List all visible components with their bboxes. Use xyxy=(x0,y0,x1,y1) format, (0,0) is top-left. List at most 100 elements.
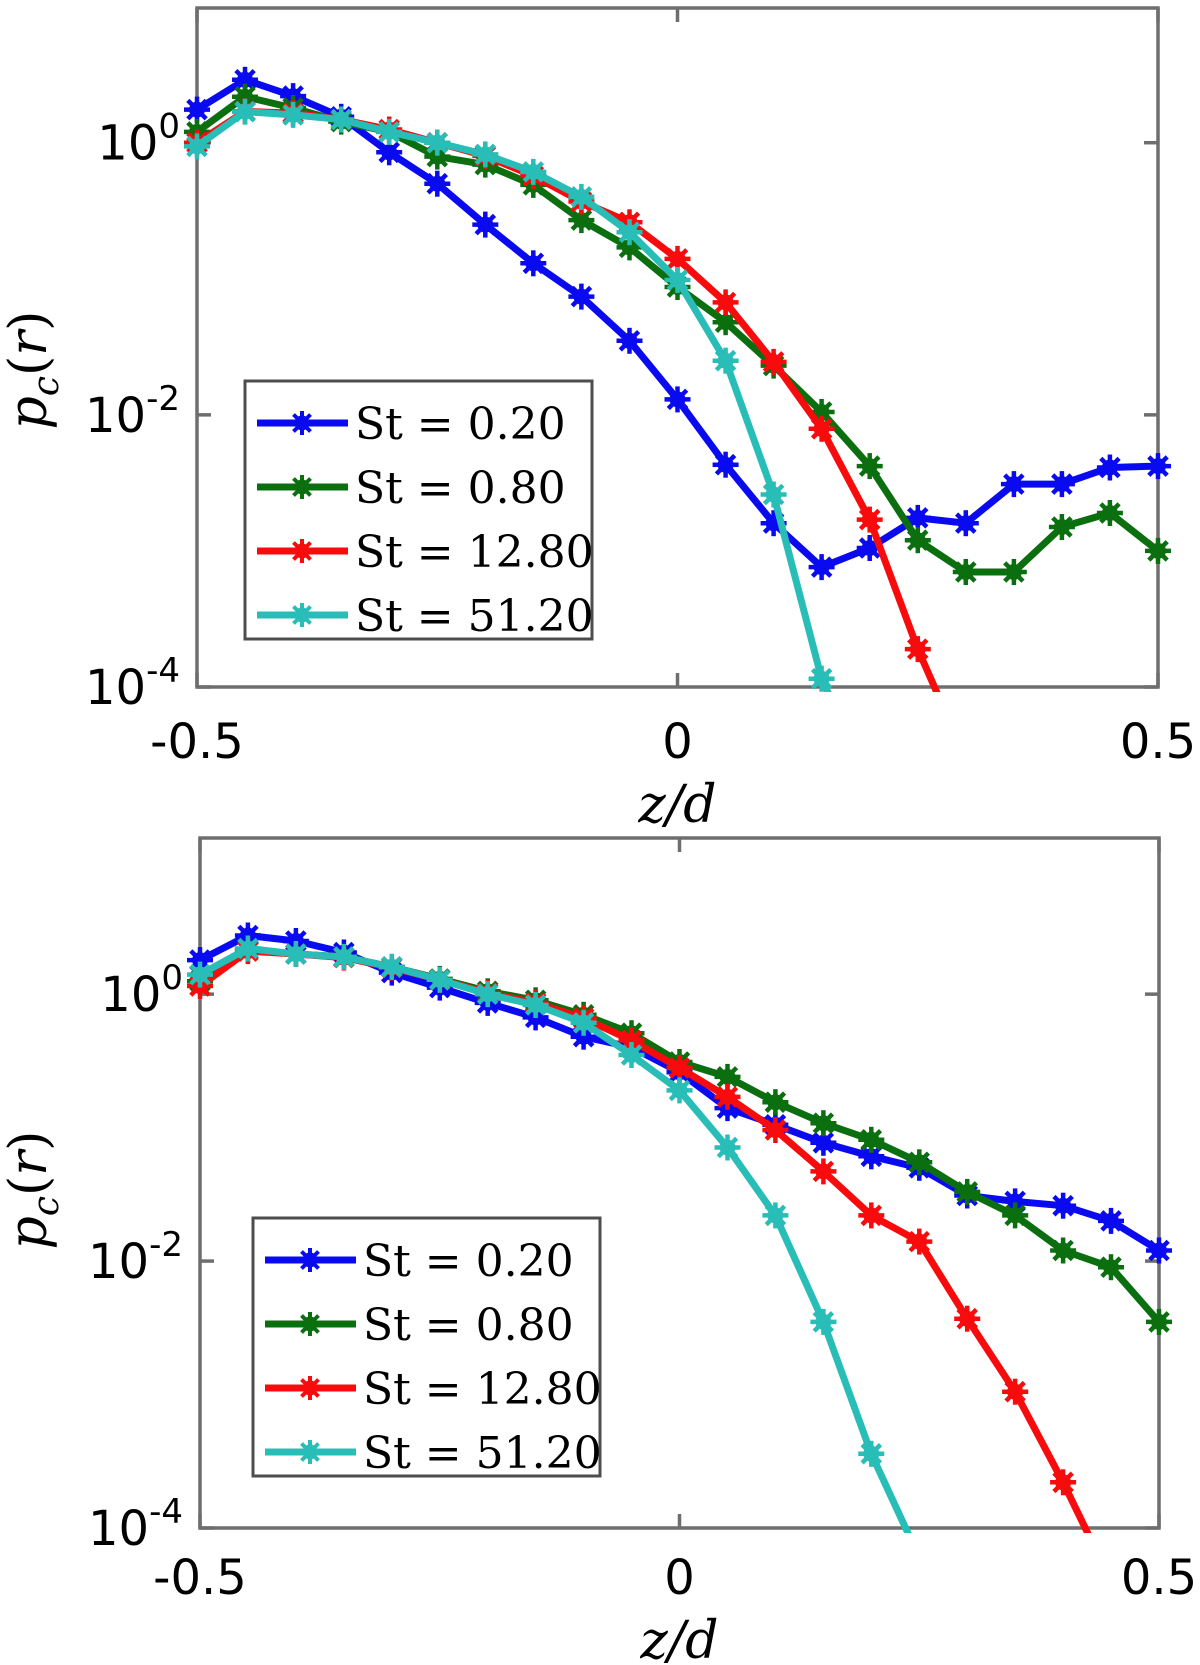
data-point xyxy=(810,1110,837,1137)
data-point xyxy=(714,1134,741,1161)
legend-item-label: St = 12.80 xyxy=(355,527,594,578)
data-point xyxy=(474,981,501,1008)
series-markers-St = 51.20 xyxy=(187,935,927,1566)
x-tick-label: 0.5 xyxy=(1120,714,1196,770)
data-point xyxy=(810,1308,837,1335)
data-point xyxy=(808,665,835,692)
marker-dot xyxy=(767,1207,784,1224)
series-markers-St = 0.20 xyxy=(184,66,1171,581)
y-axis-label-text: pc(r) xyxy=(0,311,67,430)
data-point xyxy=(378,953,405,980)
marker-dot xyxy=(1101,505,1118,521)
marker-dot xyxy=(573,212,590,229)
marker-dot xyxy=(477,216,494,233)
data-point xyxy=(666,1054,693,1081)
marker-dot xyxy=(815,1163,832,1180)
data-point xyxy=(762,1202,789,1229)
marker-dot xyxy=(429,148,446,165)
data-point xyxy=(810,1158,837,1185)
marker-dot xyxy=(335,948,352,965)
legend-marker xyxy=(298,1248,322,1272)
marker-dot xyxy=(861,540,878,556)
marker-spoke xyxy=(1102,1572,1120,1590)
series-line-St = 51.20 xyxy=(196,945,912,1533)
data-point xyxy=(762,1117,789,1143)
marker-dot xyxy=(192,966,208,983)
marker-dot xyxy=(813,670,830,687)
data-point xyxy=(906,1149,933,1176)
series-area xyxy=(184,66,1171,767)
series-area xyxy=(187,922,1172,1590)
data-point xyxy=(904,504,931,531)
marker-dot xyxy=(861,458,878,475)
marker-dot xyxy=(573,288,590,305)
data-point xyxy=(1098,1254,1124,1281)
x-tick-label: 0 xyxy=(664,1550,695,1606)
y-axis-label: pc(r) xyxy=(0,311,67,430)
data-point xyxy=(424,129,451,156)
data-point xyxy=(858,1202,885,1229)
x-tick-label: 0 xyxy=(662,714,693,770)
legend-marker xyxy=(298,1376,322,1400)
marker-dot xyxy=(669,272,686,288)
marker-dot xyxy=(189,138,205,155)
marker-dot xyxy=(429,175,446,192)
data-point xyxy=(904,636,931,663)
legend-item-label: St = 0.80 xyxy=(355,463,566,514)
data-point xyxy=(328,106,355,133)
marker-dot xyxy=(381,123,398,140)
y-tick-label: 100 xyxy=(97,107,180,172)
data-point xyxy=(1098,1207,1124,1234)
marker-spoke xyxy=(957,749,975,767)
data-point xyxy=(856,453,883,480)
marker-dot xyxy=(813,420,830,437)
marker-dot xyxy=(957,515,974,532)
data-point xyxy=(568,207,595,234)
data-point xyxy=(1145,537,1171,564)
marker-dot xyxy=(285,106,302,123)
data-point xyxy=(616,327,643,354)
marker-dot xyxy=(767,1094,784,1111)
marker-dot xyxy=(671,1082,688,1099)
legend: St = 0.20 St = 0.80 St = 12.80 St = 51.20 xyxy=(251,1216,602,1479)
data-point xyxy=(232,66,258,93)
data-point xyxy=(1096,454,1123,481)
marker-dot xyxy=(1101,459,1118,476)
data-point xyxy=(858,1440,885,1467)
marker-dot xyxy=(189,101,205,118)
marker-dot xyxy=(287,946,304,962)
data-point xyxy=(954,1178,981,1205)
marker-dot xyxy=(911,1550,927,1566)
data-point xyxy=(1050,1192,1077,1219)
marker-dot xyxy=(1151,1313,1167,1330)
marker-dot xyxy=(815,1115,832,1132)
legend-item-label: St = 0.20 xyxy=(355,399,566,450)
legend-item: St = 51.20 xyxy=(257,591,594,642)
marker-dot xyxy=(719,1088,736,1105)
data-point xyxy=(234,935,261,962)
marker-dot xyxy=(623,1047,640,1063)
marker-dot xyxy=(302,1444,318,1460)
marker-dot xyxy=(333,111,350,128)
series-markers-St = 51.20 xyxy=(184,98,835,692)
marker-dot xyxy=(1007,1207,1024,1224)
marker-dot xyxy=(525,163,542,180)
marker-dot xyxy=(302,1316,318,1332)
legend-item: St = 0.80 xyxy=(257,463,566,514)
data-point xyxy=(1002,1202,1029,1229)
data-point xyxy=(952,510,979,537)
data-point xyxy=(426,966,453,993)
marker-dot xyxy=(1053,519,1070,535)
data-point xyxy=(520,250,547,277)
marker-dot xyxy=(573,188,590,205)
data-point xyxy=(664,267,691,293)
marker-dot xyxy=(717,314,734,331)
data-point xyxy=(1002,1378,1029,1405)
data-point xyxy=(712,347,739,374)
marker-dot xyxy=(863,1207,880,1224)
marker-dot xyxy=(1055,1474,1072,1491)
data-point xyxy=(1000,471,1027,498)
marker-dot xyxy=(719,1139,736,1156)
data-point xyxy=(282,941,309,967)
